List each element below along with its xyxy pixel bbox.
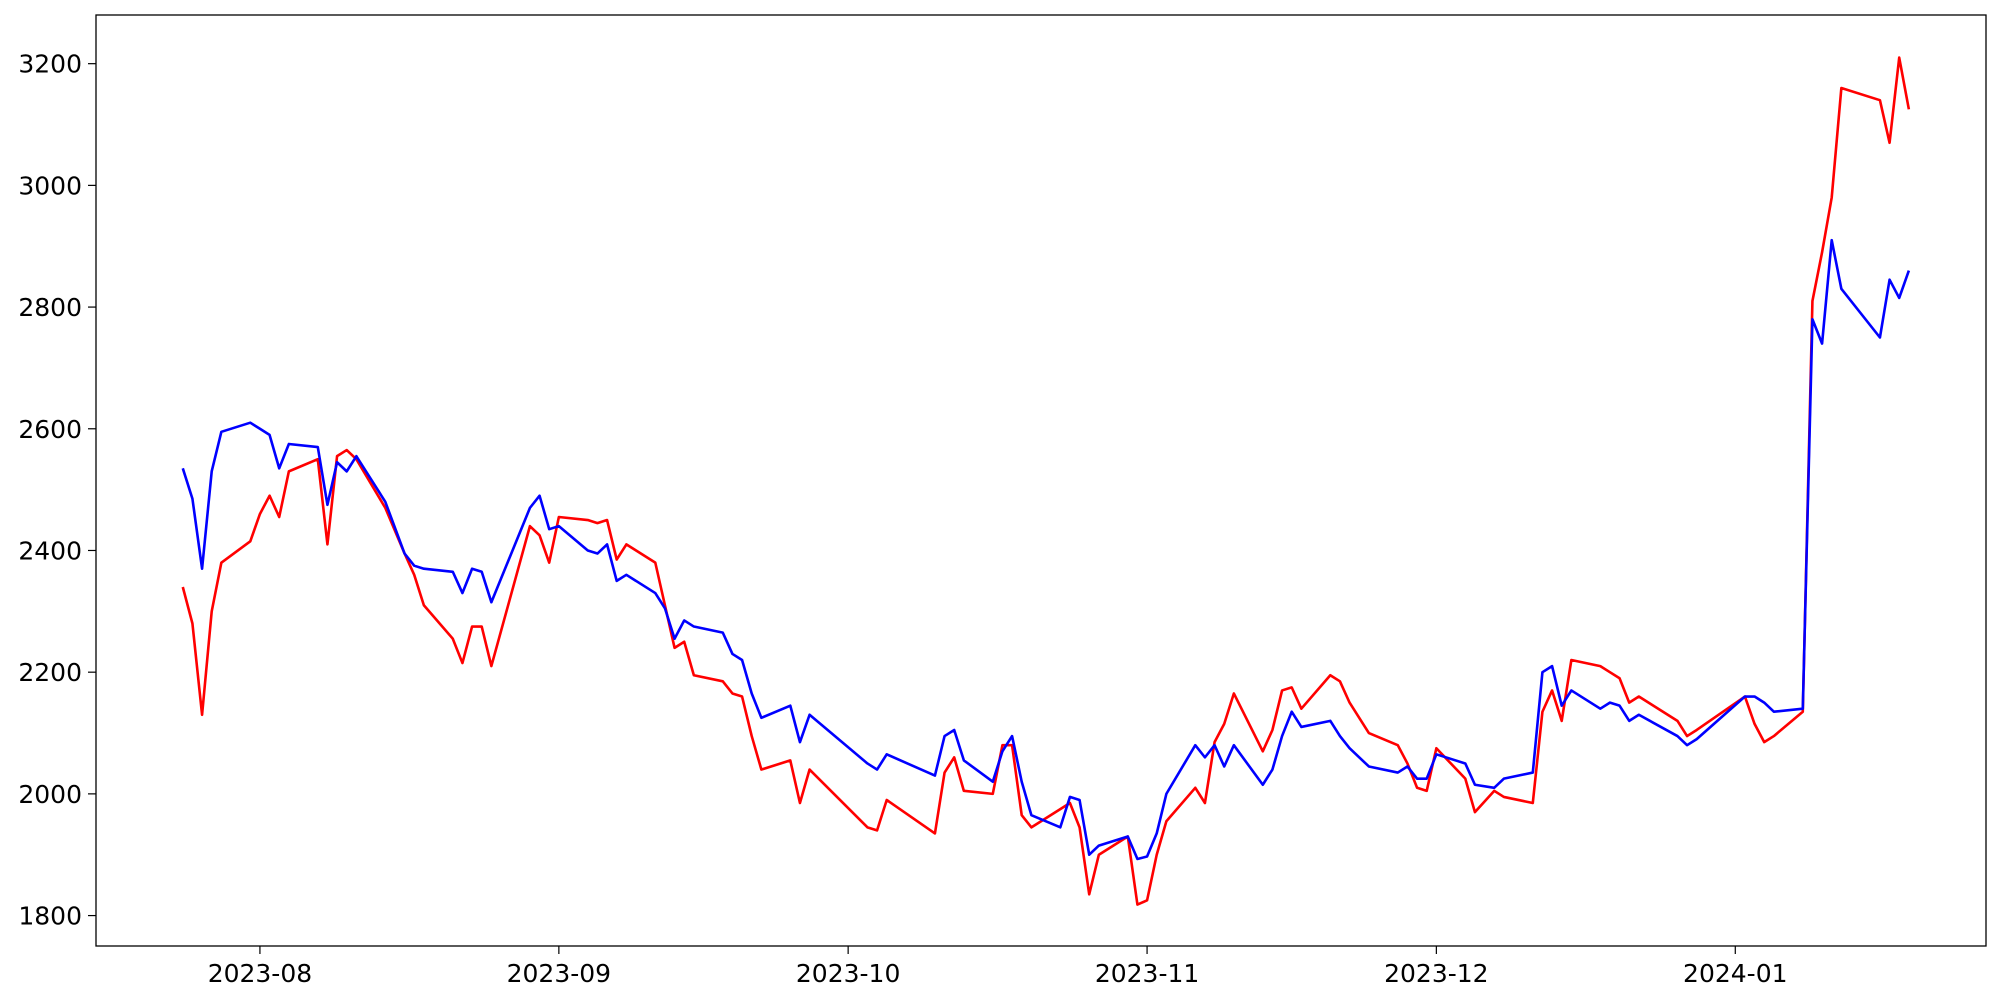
series-line	[181, 56, 1911, 906]
y-tick-label: 3200	[18, 50, 82, 79]
y-tick-label: 3000	[18, 171, 82, 200]
y-tick-label: 2200	[18, 658, 82, 687]
x-tick-label: 2024-01	[1683, 959, 1787, 988]
series-line	[181, 238, 1911, 861]
y-tick-label: 2800	[18, 293, 82, 322]
x-tick-label: 2023-09	[507, 959, 611, 988]
x-tick-label: 2023-11	[1095, 959, 1199, 988]
y-tick-label: 1800	[18, 902, 82, 931]
y-tick-label: 2600	[18, 415, 82, 444]
plot-frame	[95, 14, 1987, 947]
x-tick-label: 2023-08	[208, 959, 312, 988]
x-tick-label: 2023-12	[1384, 959, 1488, 988]
y-tick-label: 2000	[18, 780, 82, 809]
x-tick-label: 2023-10	[796, 959, 900, 988]
y-tick-label: 2400	[18, 536, 82, 565]
